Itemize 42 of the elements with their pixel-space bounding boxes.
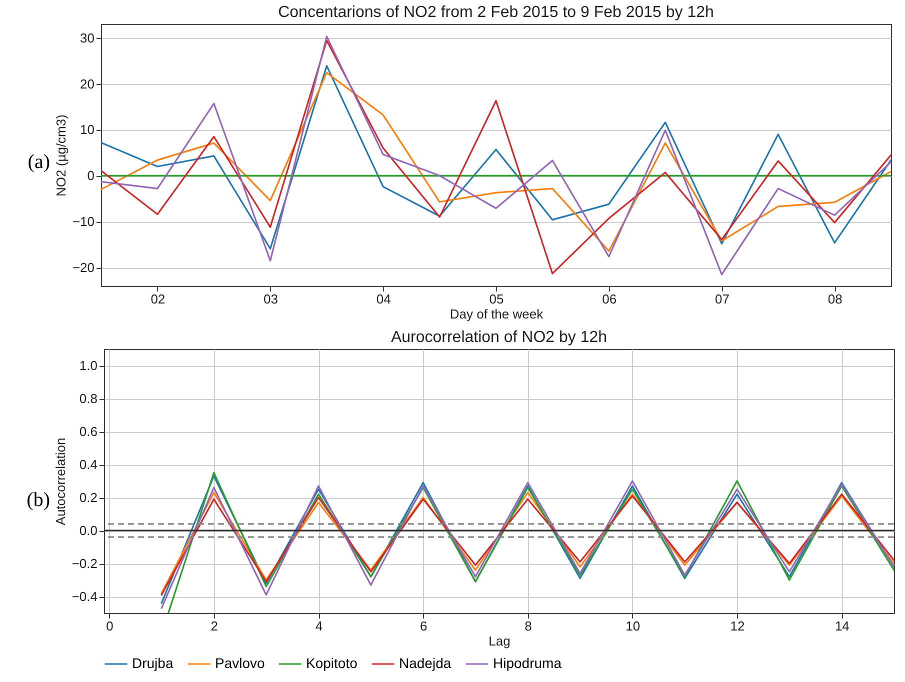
x-tick-label: 8: [524, 618, 532, 634]
x-axis-title: Day of the week: [450, 306, 544, 322]
y-tick-label: 10: [80, 122, 94, 138]
x-tick-label: 0: [106, 618, 114, 634]
text: (b): [26, 488, 50, 512]
legend-label: Kopitoto: [306, 655, 358, 671]
y-tick-label: 30: [80, 30, 94, 46]
x-tick-label: 02: [150, 292, 166, 306]
y-axis-title: Autocorrelation: [52, 438, 68, 526]
x-tick-label: 03: [264, 292, 278, 306]
chart-title: Aurocorrelation of NO2 by 12h: [390, 329, 608, 346]
x-tick-label: 6: [420, 618, 428, 634]
x-tick-label: 04: [376, 292, 391, 306]
y-tick-label: 1.0: [79, 358, 98, 373]
y-tick-label: 0.8: [79, 391, 98, 406]
x-tick-label: 10: [626, 618, 640, 634]
chart-title: Concentarions of NO2 from 2 Feb 2015 to 9 Feb 2015 by 12h: [278, 4, 714, 21]
y-tick-label: 0.0: [79, 523, 98, 538]
text: (a): [26, 151, 50, 174]
y-tick-label: −20: [72, 260, 94, 276]
x-axis-title: Lag: [488, 634, 510, 648]
legend-label: Hipodruma: [493, 655, 562, 671]
legend-label: Nadejda: [399, 655, 452, 671]
legend-label: Pavlovo: [215, 655, 266, 671]
x-tick-label: 2: [210, 618, 218, 634]
x-tick-label: 12: [730, 618, 745, 634]
x-tick-label: 07: [714, 292, 730, 306]
x-tick-label: 14: [834, 618, 850, 634]
x-tick-label: 4: [315, 618, 323, 634]
y-tick-label: 0.6: [79, 424, 98, 439]
x-tick-label: 05: [489, 292, 504, 306]
y-tick-label: 0.4: [79, 457, 98, 472]
y-tick-label: −0.4: [72, 589, 98, 604]
x-tick-label: 06: [602, 292, 617, 306]
y-axis-title: NO2 (µg/cm3): [53, 114, 68, 196]
y-tick-label: −0.2: [72, 556, 98, 571]
y-tick-label: 0: [87, 168, 94, 184]
y-tick-label: 0.2: [79, 490, 98, 505]
legend-label: Drujba: [132, 655, 174, 671]
x-tick-label: 08: [828, 292, 842, 306]
y-tick-label: −10: [72, 214, 94, 230]
y-tick-label: 20: [80, 76, 94, 92]
